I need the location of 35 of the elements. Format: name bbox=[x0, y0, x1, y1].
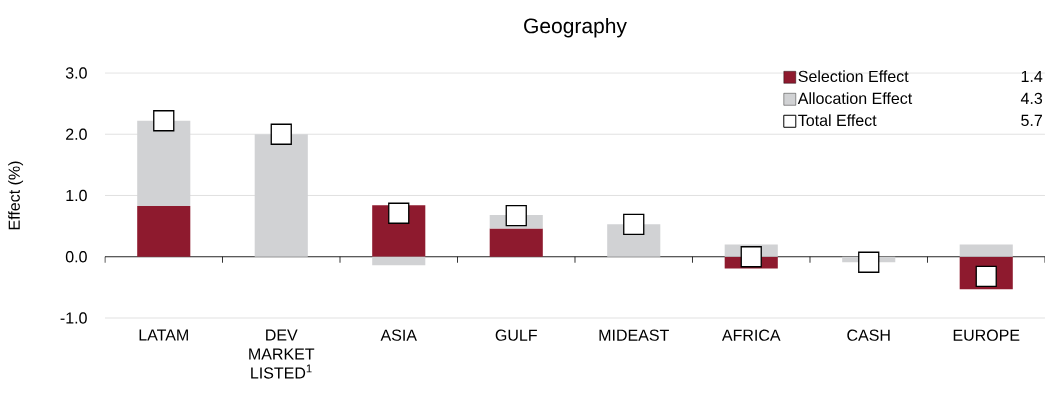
bar bbox=[489, 228, 543, 257]
point bbox=[623, 213, 645, 235]
bar bbox=[254, 134, 308, 257]
y-tick-label: -1.0 bbox=[60, 312, 87, 324]
annotation: 4.3 bbox=[1020, 92, 1043, 105]
point bbox=[505, 205, 527, 227]
legend-label: Allocation Effect bbox=[797, 92, 913, 105]
x-tick-label: AFRICA bbox=[721, 329, 781, 341]
x-tick-label: GULF bbox=[495, 329, 537, 341]
y-tick-label: 0.0 bbox=[65, 251, 87, 263]
bar bbox=[137, 205, 191, 257]
annotation: 1.4 bbox=[1021, 70, 1043, 82]
x-tick-label: MIDEAST bbox=[599, 329, 669, 341]
x-tick-label: EUROPE bbox=[953, 329, 1020, 341]
point bbox=[740, 246, 762, 268]
x-tick-label: CASH bbox=[847, 329, 890, 341]
legend-label: Total Effect bbox=[798, 114, 877, 127]
legend-label: Selection Effect bbox=[798, 70, 909, 83]
x-tick-label: LATAM bbox=[139, 329, 188, 341]
y-tick-label: 1.0 bbox=[66, 189, 87, 202]
y-tick-label: 3.0 bbox=[65, 67, 87, 79]
x-tick-label: ASIA bbox=[380, 329, 417, 341]
point bbox=[975, 265, 997, 287]
y-axis-title: Effect (%) bbox=[8, 161, 24, 230]
y-tick-label: 2.0 bbox=[66, 128, 87, 140]
x-tick-label: DEV MARKET LISTED$^{1}$ bbox=[249, 329, 315, 379]
point bbox=[270, 123, 292, 145]
chart-title: Geography bbox=[524, 17, 627, 38]
bar bbox=[372, 256, 426, 266]
point bbox=[388, 202, 410, 224]
point bbox=[858, 251, 880, 273]
bar bbox=[137, 120, 191, 206]
annotation: 5.7 bbox=[1021, 114, 1042, 127]
bar bbox=[959, 244, 1013, 257]
point bbox=[153, 110, 175, 132]
